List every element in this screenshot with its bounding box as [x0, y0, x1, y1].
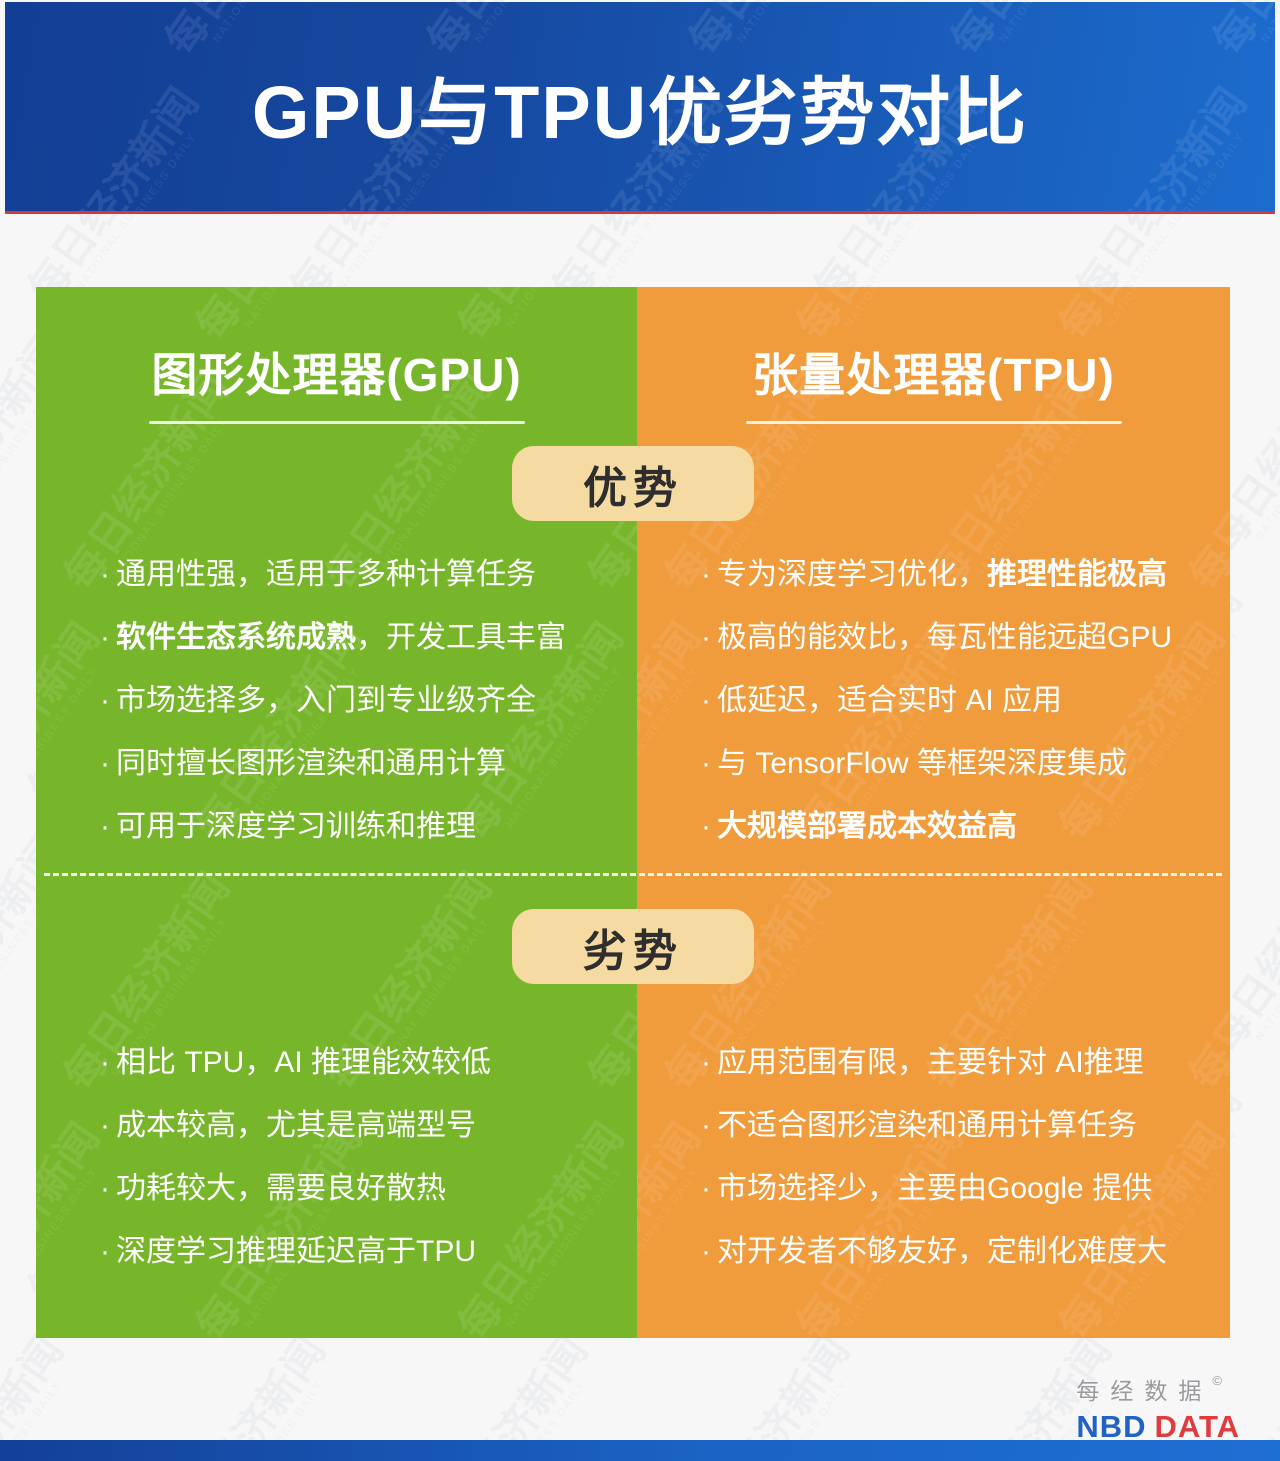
bullet-text: 推理性能极高	[987, 558, 1167, 591]
bullet-item: · 大规模部署成本效益高	[701, 811, 1230, 842]
bullet-dot: ·	[701, 810, 711, 843]
bullet-dot: ·	[701, 684, 711, 717]
bullet-item: · 极高的能效比，每瓦性能远超GPU	[701, 622, 1230, 653]
gpu-column-title: 图形处理器(GPU)	[151, 349, 522, 401]
bullet-text: 极高的能效比，每瓦性能远超GPU	[717, 621, 1173, 654]
brand-data-text: DATA	[1154, 1409, 1240, 1444]
bullet-dot: ·	[100, 810, 110, 843]
dashed-divider	[44, 873, 1222, 876]
page-title: GPU与TPU优劣势对比	[251, 71, 1029, 154]
bullet-text: 大规模部署成本效益高	[717, 810, 1017, 843]
bullet-item: · 同时擅长图形渲染和通用计算	[100, 748, 637, 779]
bottom-blue-bar	[0, 1440, 1280, 1461]
copyright-mark: ©	[1212, 1373, 1222, 1388]
bullet-text: 市场选择少，主要由Google 提供	[717, 1172, 1153, 1205]
bullet-item: · 市场选择少，主要由Google 提供	[701, 1173, 1230, 1204]
bullet-dot: ·	[701, 1172, 711, 1205]
brand-chinese-text: 每经数据	[1076, 1378, 1213, 1404]
brand-chinese-label: 每经数据©	[1076, 1372, 1240, 1406]
bullet-dot: ·	[100, 1046, 110, 1079]
gpu-advantages-list: · 通用性强，适用于多种计算任务 · 软件生态系统成熟，开发工具丰富 · 市场选择多，入门…	[100, 559, 637, 874]
bullet-text: 可用于深度学习训练和推理	[116, 810, 476, 843]
bullet-item: · 应用范围有限，主要针对 AI推理	[701, 1047, 1230, 1078]
bullet-item: · 可用于深度学习训练和推理	[100, 811, 637, 842]
bullet-dot: ·	[100, 747, 110, 780]
gpu-column: 每日经济新闻 NATIONAL BUSINESS DAILY 每日经济新闻 NATIO…	[36, 287, 637, 1338]
bullet-dot: ·	[701, 1235, 711, 1268]
bullet-item: · 相比 TPU，AI 推理能效较低	[100, 1047, 637, 1078]
advantages-badge: 优势	[512, 446, 754, 521]
tpu-advantages-list: · 专为深度学习优化，推理性能极高 · 极高的能效比，每瓦性能远超GPU · 低延迟，适合…	[701, 559, 1230, 874]
bullet-dot: ·	[701, 621, 711, 654]
bullet-item: · 与 TensorFlow 等框架深度集成	[701, 748, 1230, 779]
bullet-text: 不适合图形渲染和通用计算任务	[717, 1109, 1137, 1142]
bullet-text: 通用性强，适用于多种计算任务	[116, 558, 536, 591]
bullet-text: 市场选择多，入门到专业级齐全	[116, 684, 536, 717]
bullet-dot: ·	[100, 1109, 110, 1142]
bullet-text: 专为深度学习优化，	[717, 558, 987, 591]
bullet-text: ，开发工具丰富	[356, 621, 566, 654]
bullet-text: 成本较高，尤其是高端型号	[116, 1109, 476, 1142]
bullet-item: · 专为深度学习优化，推理性能极高	[701, 559, 1230, 590]
bullet-text: 对开发者不够友好，定制化难度大	[717, 1235, 1167, 1268]
bullet-item: · 低延迟，适合实时 AI 应用	[701, 685, 1230, 716]
brand-nbd-text: NBD	[1076, 1409, 1147, 1444]
bullet-item: · 对开发者不够友好，定制化难度大	[701, 1236, 1230, 1267]
bullet-dot: ·	[701, 1046, 711, 1079]
bullet-item: · 不适合图形渲染和通用计算任务	[701, 1110, 1230, 1141]
bullet-text: 同时擅长图形渲染和通用计算	[116, 747, 506, 780]
bullet-text: 功耗较大，需要良好散热	[116, 1172, 446, 1205]
brand-english-label: NBD DATA	[1076, 1409, 1240, 1445]
bullet-text: 相比 TPU，AI 推理能效较低	[116, 1046, 492, 1079]
bullet-item: · 市场选择多，入门到专业级齐全	[100, 685, 637, 716]
bullet-dot: ·	[100, 621, 110, 654]
bullet-dot: ·	[100, 558, 110, 591]
gpu-title-underline	[148, 421, 525, 424]
comparison-board: 每日经济新闻 NATIONAL BUSINESS DAILY 每日经济新闻 NATIO…	[36, 287, 1230, 1338]
bullet-item: · 成本较高，尤其是高端型号	[100, 1110, 637, 1141]
bullet-text: 深度学习推理延迟高于TPU	[116, 1235, 476, 1268]
tpu-column-title: 张量处理器(TPU)	[752, 349, 1115, 401]
bullet-text: 与 TensorFlow 等框架深度集成	[717, 747, 1128, 780]
red-divider-line	[5, 211, 1275, 214]
bullet-dot: ·	[701, 1109, 711, 1142]
bullet-dot: ·	[100, 1172, 110, 1205]
bullet-item: · 软件生态系统成熟，开发工具丰富	[100, 622, 637, 653]
disadvantages-badge: 劣势	[512, 909, 754, 984]
bullet-item: · 深度学习推理延迟高于TPU	[100, 1236, 637, 1267]
bullet-text: 软件生态系统成熟	[116, 621, 356, 654]
nbd-data-logo: 每经数据© NBD DATA	[1076, 1372, 1240, 1445]
bullet-text: 低延迟，适合实时 AI 应用	[717, 684, 1063, 717]
bullet-text: 应用范围有限，主要针对 AI推理	[717, 1046, 1144, 1079]
bullet-item: · 功耗较大，需要良好散热	[100, 1173, 637, 1204]
bullet-item: · 通用性强，适用于多种计算任务	[100, 559, 637, 590]
bullet-dot: ·	[701, 558, 711, 591]
gpu-disadvantages-list: · 相比 TPU，AI 推理能效较低 · 成本较高，尤其是高端型号 · 功耗较大，需要良好…	[100, 1047, 637, 1299]
tpu-title-underline	[745, 421, 1122, 424]
bullet-dot: ·	[701, 747, 711, 780]
bullet-dot: ·	[100, 1235, 110, 1268]
tpu-disadvantages-list: · 应用范围有限，主要针对 AI推理 · 不适合图形渲染和通用计算任务 · 市场选择少，主…	[701, 1047, 1230, 1299]
bullet-dot: ·	[100, 684, 110, 717]
